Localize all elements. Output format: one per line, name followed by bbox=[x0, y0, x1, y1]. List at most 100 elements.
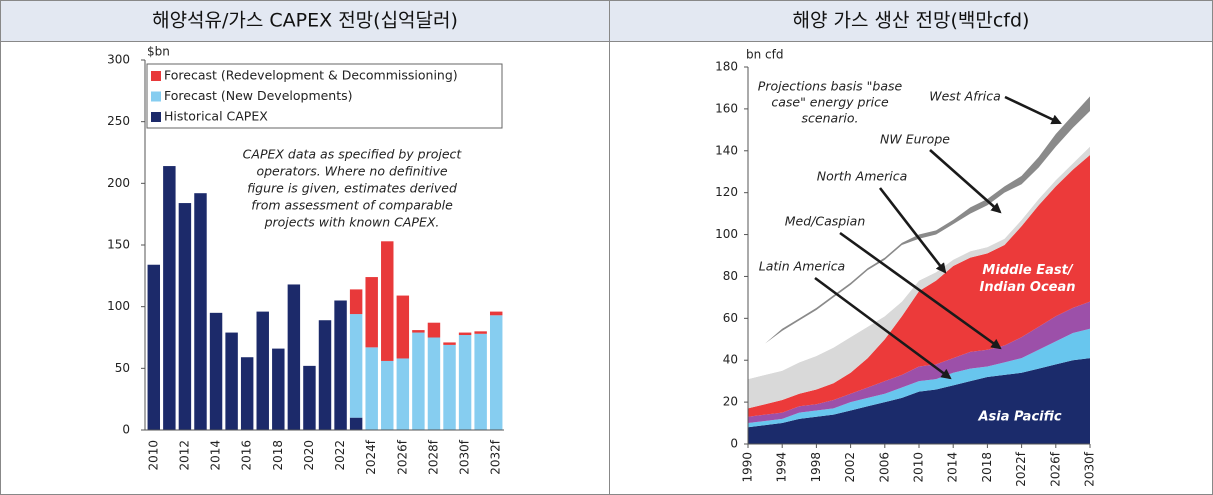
bar bbox=[365, 277, 378, 348]
legend-label: Historical CAPEX bbox=[164, 109, 268, 124]
x-tick-label: 2026f bbox=[395, 439, 409, 475]
x-tick-label: 2016 bbox=[240, 440, 254, 471]
bar bbox=[458, 335, 472, 430]
bar bbox=[256, 311, 269, 430]
y-tick-label: 80 bbox=[723, 269, 738, 283]
x-tick-label: 2026f bbox=[1048, 451, 1062, 487]
legend-label: Forecast (New Developments) bbox=[164, 88, 353, 103]
bar bbox=[318, 320, 332, 430]
annotation: figure is given, estimates derived bbox=[247, 181, 457, 196]
annotation: from assessment of comparable bbox=[251, 198, 453, 213]
x-tick-label: 2010 bbox=[146, 440, 160, 471]
y-tick-label: 0 bbox=[122, 423, 130, 437]
y-tick-label: 160 bbox=[715, 101, 738, 115]
area bbox=[748, 146, 1090, 409]
bar bbox=[474, 331, 487, 334]
bar bbox=[178, 203, 192, 430]
annotation: Projections basis "base bbox=[758, 79, 903, 94]
bar bbox=[287, 284, 301, 430]
series-label: Middle East/ Indian Ocean bbox=[979, 263, 1076, 295]
x-tick-label: 1994 bbox=[775, 452, 789, 483]
arrow bbox=[1004, 95, 1062, 125]
y-tick-label: 100 bbox=[715, 227, 738, 241]
x-tick-label: 2030f bbox=[458, 439, 472, 475]
bar bbox=[365, 347, 378, 430]
x-tick-label: 2028f bbox=[426, 439, 440, 475]
arrows bbox=[814, 95, 1062, 380]
series-label: West Africa bbox=[929, 89, 1001, 104]
y-tick-label: 150 bbox=[107, 238, 130, 252]
x-tick-label: 2018 bbox=[271, 440, 285, 471]
x-tick-label: 2020 bbox=[302, 440, 316, 471]
x-tick-label: 2002 bbox=[843, 452, 857, 483]
x-tick-label: 2010 bbox=[912, 452, 926, 483]
y-tick-label: 180 bbox=[715, 60, 738, 74]
series-label: NW Europe bbox=[880, 132, 950, 147]
area bbox=[748, 154, 1090, 417]
bar bbox=[412, 330, 425, 333]
y-tick-label: 100 bbox=[107, 299, 130, 313]
series-label: Latin America bbox=[759, 259, 845, 274]
legend-swatch bbox=[151, 71, 161, 81]
y-tick-label: 20 bbox=[723, 395, 738, 409]
bar bbox=[240, 357, 254, 430]
annotation: case" energy price bbox=[771, 95, 889, 110]
x-tick-label: 1998 bbox=[809, 452, 823, 483]
y-tick-label: 50 bbox=[115, 361, 130, 375]
arrow bbox=[929, 149, 1002, 214]
y-tick-label: 140 bbox=[715, 143, 738, 157]
bar bbox=[381, 360, 394, 430]
unit-label: bn cfd bbox=[746, 48, 783, 62]
arrow bbox=[814, 276, 952, 380]
bar bbox=[443, 342, 456, 345]
bar bbox=[349, 289, 363, 315]
x-tick-label: 2024f bbox=[364, 439, 378, 475]
annotation: scenario. bbox=[802, 111, 859, 126]
bar bbox=[334, 300, 347, 430]
bar bbox=[147, 264, 161, 430]
x-tick-label: 2022f bbox=[1014, 451, 1028, 487]
legend-label: Forecast (Redevelopment & Decommissionin… bbox=[164, 68, 458, 83]
annotation: projects with known CAPEX. bbox=[264, 215, 440, 230]
area bbox=[748, 358, 1090, 444]
annotation: operators. Where no definitive bbox=[256, 164, 447, 179]
bar bbox=[443, 344, 456, 430]
bar bbox=[474, 333, 487, 430]
legend-swatch bbox=[151, 112, 161, 122]
x-tick-label: 2014 bbox=[209, 440, 223, 471]
bar bbox=[489, 315, 503, 430]
bar bbox=[349, 314, 363, 418]
y-tick-label: 0 bbox=[730, 437, 738, 451]
bar bbox=[303, 365, 316, 430]
y-tick-label: 250 bbox=[107, 114, 130, 128]
bar bbox=[163, 166, 176, 431]
bar bbox=[225, 332, 238, 430]
legend-swatch bbox=[151, 91, 161, 102]
y-tick-label: 120 bbox=[715, 185, 738, 199]
bar bbox=[272, 348, 285, 430]
y-tick-label: 60 bbox=[723, 311, 738, 325]
series-label-box: Middle East/ Indian Ocean bbox=[979, 263, 1076, 295]
x-tick-label: 2032f bbox=[489, 439, 503, 475]
bar bbox=[412, 332, 425, 430]
x-tick-label: 2018 bbox=[980, 452, 994, 483]
x-tick-label: 2006 bbox=[877, 452, 891, 483]
bar bbox=[209, 312, 223, 430]
arrow bbox=[878, 187, 947, 274]
bar bbox=[489, 311, 503, 316]
bar bbox=[381, 241, 394, 361]
bar bbox=[194, 193, 207, 430]
bar bbox=[458, 332, 472, 336]
y-tick-label: 300 bbox=[107, 53, 130, 67]
header-row bbox=[0, 0, 1213, 42]
bar bbox=[396, 358, 410, 430]
annotation: CAPEX data as specified by project bbox=[243, 147, 463, 162]
arrow bbox=[839, 231, 1002, 350]
chart-title: 해양 가스 생산 전망(백만cfd) bbox=[793, 10, 1030, 32]
x-tick-label: 2022 bbox=[333, 440, 347, 471]
bar bbox=[396, 295, 410, 359]
legend-box bbox=[146, 63, 503, 129]
chart-title: 해양석유/가스 CAPEX 전망(십억달러) bbox=[152, 10, 458, 32]
bar bbox=[427, 337, 441, 430]
